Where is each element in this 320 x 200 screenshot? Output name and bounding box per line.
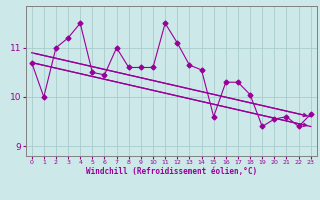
X-axis label: Windchill (Refroidissement éolien,°C): Windchill (Refroidissement éolien,°C) <box>86 167 257 176</box>
